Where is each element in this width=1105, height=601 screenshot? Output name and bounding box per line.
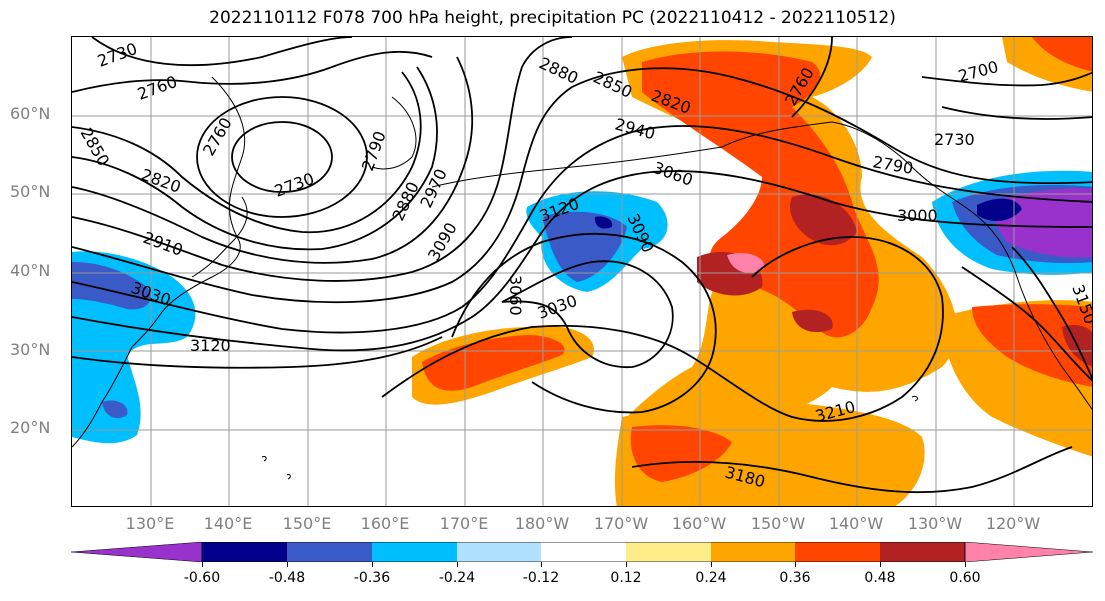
- lon-label: 180°W: [514, 514, 570, 533]
- lat-label: 40°N: [10, 261, 51, 280]
- colorbar-tickmark: [372, 562, 373, 567]
- colorbar-tickmark: [626, 562, 627, 567]
- colorbar-tickmark: [795, 562, 796, 567]
- colorbar-segment: [880, 542, 965, 562]
- colorbar-segment: [457, 542, 541, 562]
- map-canvas: 2730 2760 2850 2820 2730 2760 2790 2880 …: [72, 37, 1092, 506]
- lon-label: 130°W: [907, 514, 963, 533]
- colorbar-tick-label: 0.60: [949, 570, 981, 586]
- colorbar-segment: [711, 542, 795, 562]
- map-title: 2022110112 F078 700 hPa height, precipit…: [209, 8, 896, 28]
- colorbar-tickmark: [711, 562, 712, 567]
- colorbar-tickmark: [541, 562, 542, 567]
- colorbar-tick-label: 0.12: [610, 570, 642, 586]
- colorbar: [71, 542, 1093, 562]
- shade-ne-warm-top-red: [1032, 37, 1092, 72]
- lon-label: 140°W: [828, 514, 884, 533]
- shade-east-red: [972, 304, 1092, 387]
- lon-label: 170°E: [439, 514, 489, 533]
- colorbar-tickmark: [457, 562, 458, 567]
- lon-label: 140°E: [203, 514, 253, 533]
- shade-south-warm: [614, 400, 925, 506]
- colorbar-tickmark: [880, 562, 881, 567]
- shade-north-darkred: [790, 194, 857, 246]
- contour-label: 2730: [272, 169, 317, 201]
- lat-label: 20°N: [10, 418, 51, 437]
- graticule: [72, 37, 1092, 506]
- colorbar-low-arrow: [71, 542, 203, 562]
- contour-label: 2850: [77, 125, 114, 170]
- colorbar-segment: [372, 542, 457, 562]
- colorbar-tick-label: 0.48: [864, 570, 896, 586]
- colorbar-segment: [541, 542, 626, 562]
- contour-label: 3030: [535, 291, 580, 323]
- shade-south-red: [630, 425, 732, 482]
- shade-ne-dark: [977, 198, 1022, 221]
- colorbar-tick-label: -0.36: [353, 570, 391, 586]
- lat-label: 50°N: [10, 182, 51, 201]
- contour-label: 3120: [190, 336, 231, 355]
- precipitation-shading: [72, 37, 1092, 506]
- contour-label: 3060: [506, 275, 525, 316]
- shade-west-blue2: [102, 400, 128, 419]
- colorbar-tickmark: [965, 562, 966, 567]
- contour-label: 2910: [141, 228, 186, 260]
- contour-label: 2730: [934, 130, 975, 149]
- colorbar-tick-label: -0.12: [522, 570, 560, 586]
- lon-label: 130°E: [125, 514, 175, 533]
- colorbar-segment: [202, 542, 287, 562]
- contour-label: 2760: [199, 114, 236, 159]
- lon-label: 160°W: [671, 514, 727, 533]
- lon-label: 120°W: [985, 514, 1041, 533]
- colorbar-tickmark: [202, 562, 203, 567]
- colorbar-tick-label: 0.36: [779, 570, 811, 586]
- coast-aleutians: [431, 146, 723, 188]
- lon-label: 160°E: [360, 514, 410, 533]
- coast-hawaii: [261, 396, 919, 480]
- colorbar-segment: [287, 542, 372, 562]
- shade-pink: [727, 252, 765, 273]
- shade-subtropic-red: [422, 335, 565, 391]
- shade-central-blue: [542, 211, 627, 282]
- contour-label: 2700: [956, 57, 1000, 86]
- coast-kamchatka: [371, 96, 417, 170]
- colorbar-tick-label: 0.24: [695, 570, 727, 586]
- shade-darkred3: [792, 309, 833, 333]
- colorbar-segment: [795, 542, 880, 562]
- colorbar-tick-label: -0.24: [438, 570, 476, 586]
- colorbar-high-arrow: [964, 542, 1093, 562]
- contour-label: 3000: [897, 206, 938, 225]
- lon-label: 150°W: [750, 514, 806, 533]
- lon-label: 150°E: [282, 514, 332, 533]
- colorbar-tick-label: -0.60: [183, 570, 221, 586]
- lon-label: 170°W: [593, 514, 649, 533]
- coastlines: [72, 76, 1092, 480]
- contour-label: 2940: [613, 115, 657, 144]
- coast-alaska: [721, 121, 973, 213]
- contour-label: 2790: [358, 129, 390, 174]
- lat-label: 60°N: [10, 104, 51, 123]
- colorbar-tick-label: -0.48: [268, 570, 306, 586]
- contour-label: 2760: [135, 72, 180, 104]
- height-contours: [72, 37, 1092, 494]
- colorbar-segment: [626, 542, 711, 562]
- lat-label: 30°N: [10, 340, 51, 359]
- shade-central-dark: [594, 216, 613, 229]
- shade-west-blue: [72, 262, 151, 310]
- coast-na-west: [971, 211, 1092, 410]
- colorbar-tickmark: [287, 562, 288, 567]
- contour-label: 3060: [651, 158, 696, 190]
- coast-japan: [191, 196, 248, 278]
- coast-asia: [72, 76, 246, 448]
- map-panel[interactable]: 2730 2760 2850 2820 2730 2760 2790 2880 …: [71, 36, 1093, 507]
